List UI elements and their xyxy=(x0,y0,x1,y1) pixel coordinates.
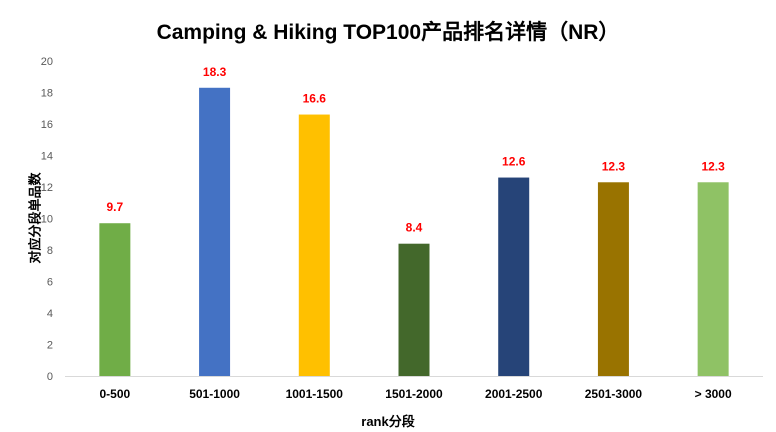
bar xyxy=(298,114,330,377)
y-tick-label: 12 xyxy=(41,182,53,194)
x-tick-label: 1001-1500 xyxy=(286,387,344,401)
y-tick-label: 6 xyxy=(47,277,53,289)
x-tick-label: 501-1000 xyxy=(189,387,240,401)
y-tick-label: 8 xyxy=(47,245,53,257)
bar xyxy=(398,243,430,376)
bar xyxy=(697,182,729,376)
bar xyxy=(99,223,131,376)
y-tick-label: 16 xyxy=(41,119,53,131)
data-label: 12.3 xyxy=(602,159,626,173)
bar xyxy=(199,87,231,377)
x-tick-label: 1501-2000 xyxy=(385,387,443,401)
y-tick-label: 4 xyxy=(47,308,53,320)
x-axis-label: rank分段 xyxy=(361,414,415,429)
data-label: 12.6 xyxy=(502,155,526,169)
data-label: 12.3 xyxy=(701,159,725,173)
x-tick-label: 2001-2500 xyxy=(485,387,543,401)
y-tick-label: 2 xyxy=(47,340,53,352)
y-tick-label: 10 xyxy=(41,214,53,226)
y-tick-label: 14 xyxy=(41,151,53,163)
x-tick-label: 2501-3000 xyxy=(585,387,643,401)
data-label: 8.4 xyxy=(406,221,423,235)
y-tick-label: 18 xyxy=(41,88,53,100)
data-label: 16.6 xyxy=(303,92,327,106)
y-tick-label: 0 xyxy=(47,371,53,383)
y-tick-label: 20 xyxy=(41,56,53,68)
x-tick-label: 0-500 xyxy=(100,387,131,401)
x-tick-label: > 3000 xyxy=(695,387,732,401)
chart-title: Camping & Hiking TOP100产品排名详情（NR） xyxy=(156,21,620,44)
bar xyxy=(498,177,530,376)
bar xyxy=(597,182,629,376)
data-label: 9.7 xyxy=(107,200,124,214)
data-label: 18.3 xyxy=(203,65,227,79)
